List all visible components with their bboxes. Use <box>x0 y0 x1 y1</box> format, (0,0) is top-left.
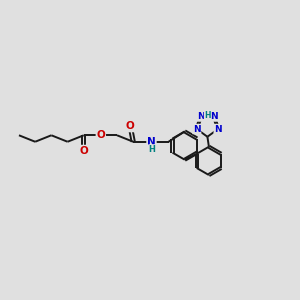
Text: N: N <box>214 124 222 134</box>
Text: N: N <box>147 137 156 147</box>
Text: O: O <box>80 146 88 156</box>
Text: N: N <box>210 112 218 121</box>
Text: H: H <box>148 145 155 154</box>
Text: O: O <box>97 130 105 140</box>
Text: H: H <box>204 110 211 119</box>
Text: N: N <box>197 112 205 121</box>
Text: N: N <box>193 124 201 134</box>
Text: O: O <box>126 122 135 131</box>
